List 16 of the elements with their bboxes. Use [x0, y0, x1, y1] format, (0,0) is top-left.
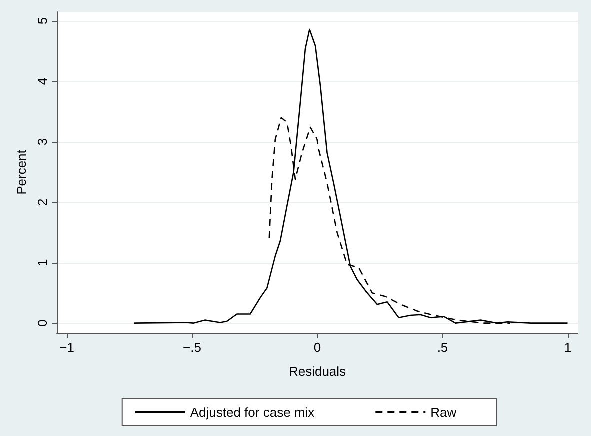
- x-tick-label: .5: [437, 340, 448, 355]
- x-tick-label: 1: [564, 340, 572, 355]
- x-tick-label: −1: [60, 340, 74, 355]
- y-tick-label: 5: [35, 17, 50, 25]
- y-tick-label: 4: [35, 78, 50, 86]
- y-tick-label: 0: [35, 320, 50, 327]
- y-axis-title: Percent: [14, 150, 30, 195]
- y-tick-label: 3: [35, 138, 50, 146]
- legend-label: Adjusted for case mix: [190, 405, 316, 420]
- legend-label: Raw: [430, 405, 458, 420]
- x-axis-title: Residuals: [288, 364, 347, 379]
- y-tick-label: 1: [35, 259, 50, 266]
- y-tick-label: 2: [35, 198, 50, 206]
- line-series: [134, 28, 568, 324]
- x-tick-label: −.5: [183, 340, 202, 355]
- x-tick-label: 0: [314, 340, 322, 355]
